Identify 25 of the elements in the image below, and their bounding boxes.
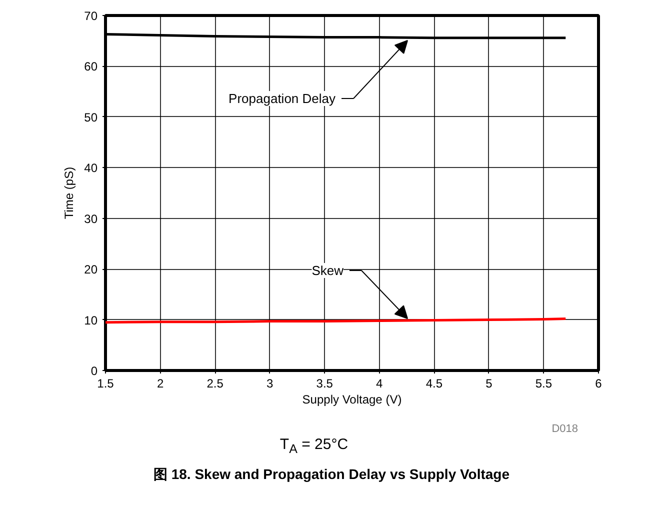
y-tick-label: 70 [84,9,98,23]
x-tick-label: 2.5 [206,376,224,390]
x-tick-label: 4.5 [426,376,443,390]
y-tick-label: 30 [84,212,98,226]
x-tick-label: 4 [376,376,384,390]
x-tick-label: 5.5 [535,376,552,390]
y-axis-title: Time (pS) [62,166,76,220]
y-tick-label: 10 [84,313,98,328]
x-tick-label: 3 [266,376,274,390]
y-tick-label: 60 [84,60,98,74]
x-axis-title: Supply Voltage (V) [302,392,402,406]
text: T$_{A}$ = 25°C [278,435,350,458]
x-tick-label: 6 [595,376,602,390]
x-tick-label: 3.5 [316,376,334,390]
x-tick-label: 2 [156,376,164,390]
y-tick-label: 40 [84,161,98,176]
text: 图 18. Skew and Propagation Delay vs Supply Voltage [152,465,511,484]
text: D018 [550,422,579,437]
y-tick-label: 20 [84,262,98,277]
y-tick-label: 50 [84,110,98,124]
annotation: Propagation Delay [228,91,336,106]
y-tick-label: 0 [90,364,98,378]
x-tick-label: 5 [486,376,493,390]
x-tick-label: 1.5 [97,376,114,390]
annotation: Skew [312,263,344,278]
